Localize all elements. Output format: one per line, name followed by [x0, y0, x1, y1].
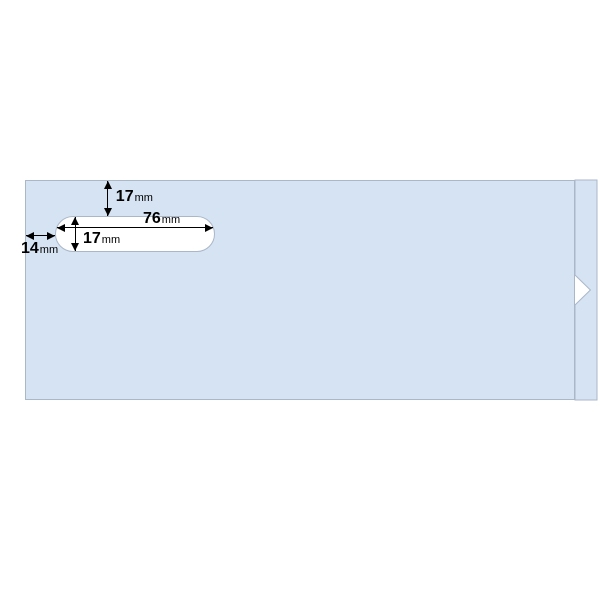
- arrow-head: [71, 217, 79, 225]
- arrow-head: [104, 208, 112, 216]
- dim-label-window-height: 17mm: [83, 230, 120, 248]
- dim-unit: mm: [135, 192, 153, 204]
- arrow-head: [205, 224, 213, 232]
- dim-unit: mm: [102, 234, 120, 246]
- dim-value: 17: [83, 230, 101, 247]
- dim-label-top-margin: 17mm: [116, 188, 153, 206]
- dim-label-window-width: 76mm: [143, 210, 180, 228]
- arrow-head: [57, 224, 65, 232]
- diagram-stage: 17mm 76mm 17mm 14mm: [0, 0, 600, 600]
- dim-value: 14: [21, 240, 39, 257]
- arrow-head: [71, 243, 79, 251]
- envelope-flap: [575, 180, 599, 402]
- arrow-head: [47, 232, 55, 240]
- dim-value: 17: [116, 188, 134, 205]
- arrow-head: [104, 181, 112, 189]
- dim-unit: mm: [162, 214, 180, 226]
- dim-label-left-margin: 14mm: [21, 240, 58, 258]
- arrow-head: [26, 232, 34, 240]
- dim-unit: mm: [40, 244, 58, 256]
- dim-value: 76: [143, 210, 161, 227]
- arrow-line: [57, 227, 213, 228]
- envelope-window: [55, 216, 215, 252]
